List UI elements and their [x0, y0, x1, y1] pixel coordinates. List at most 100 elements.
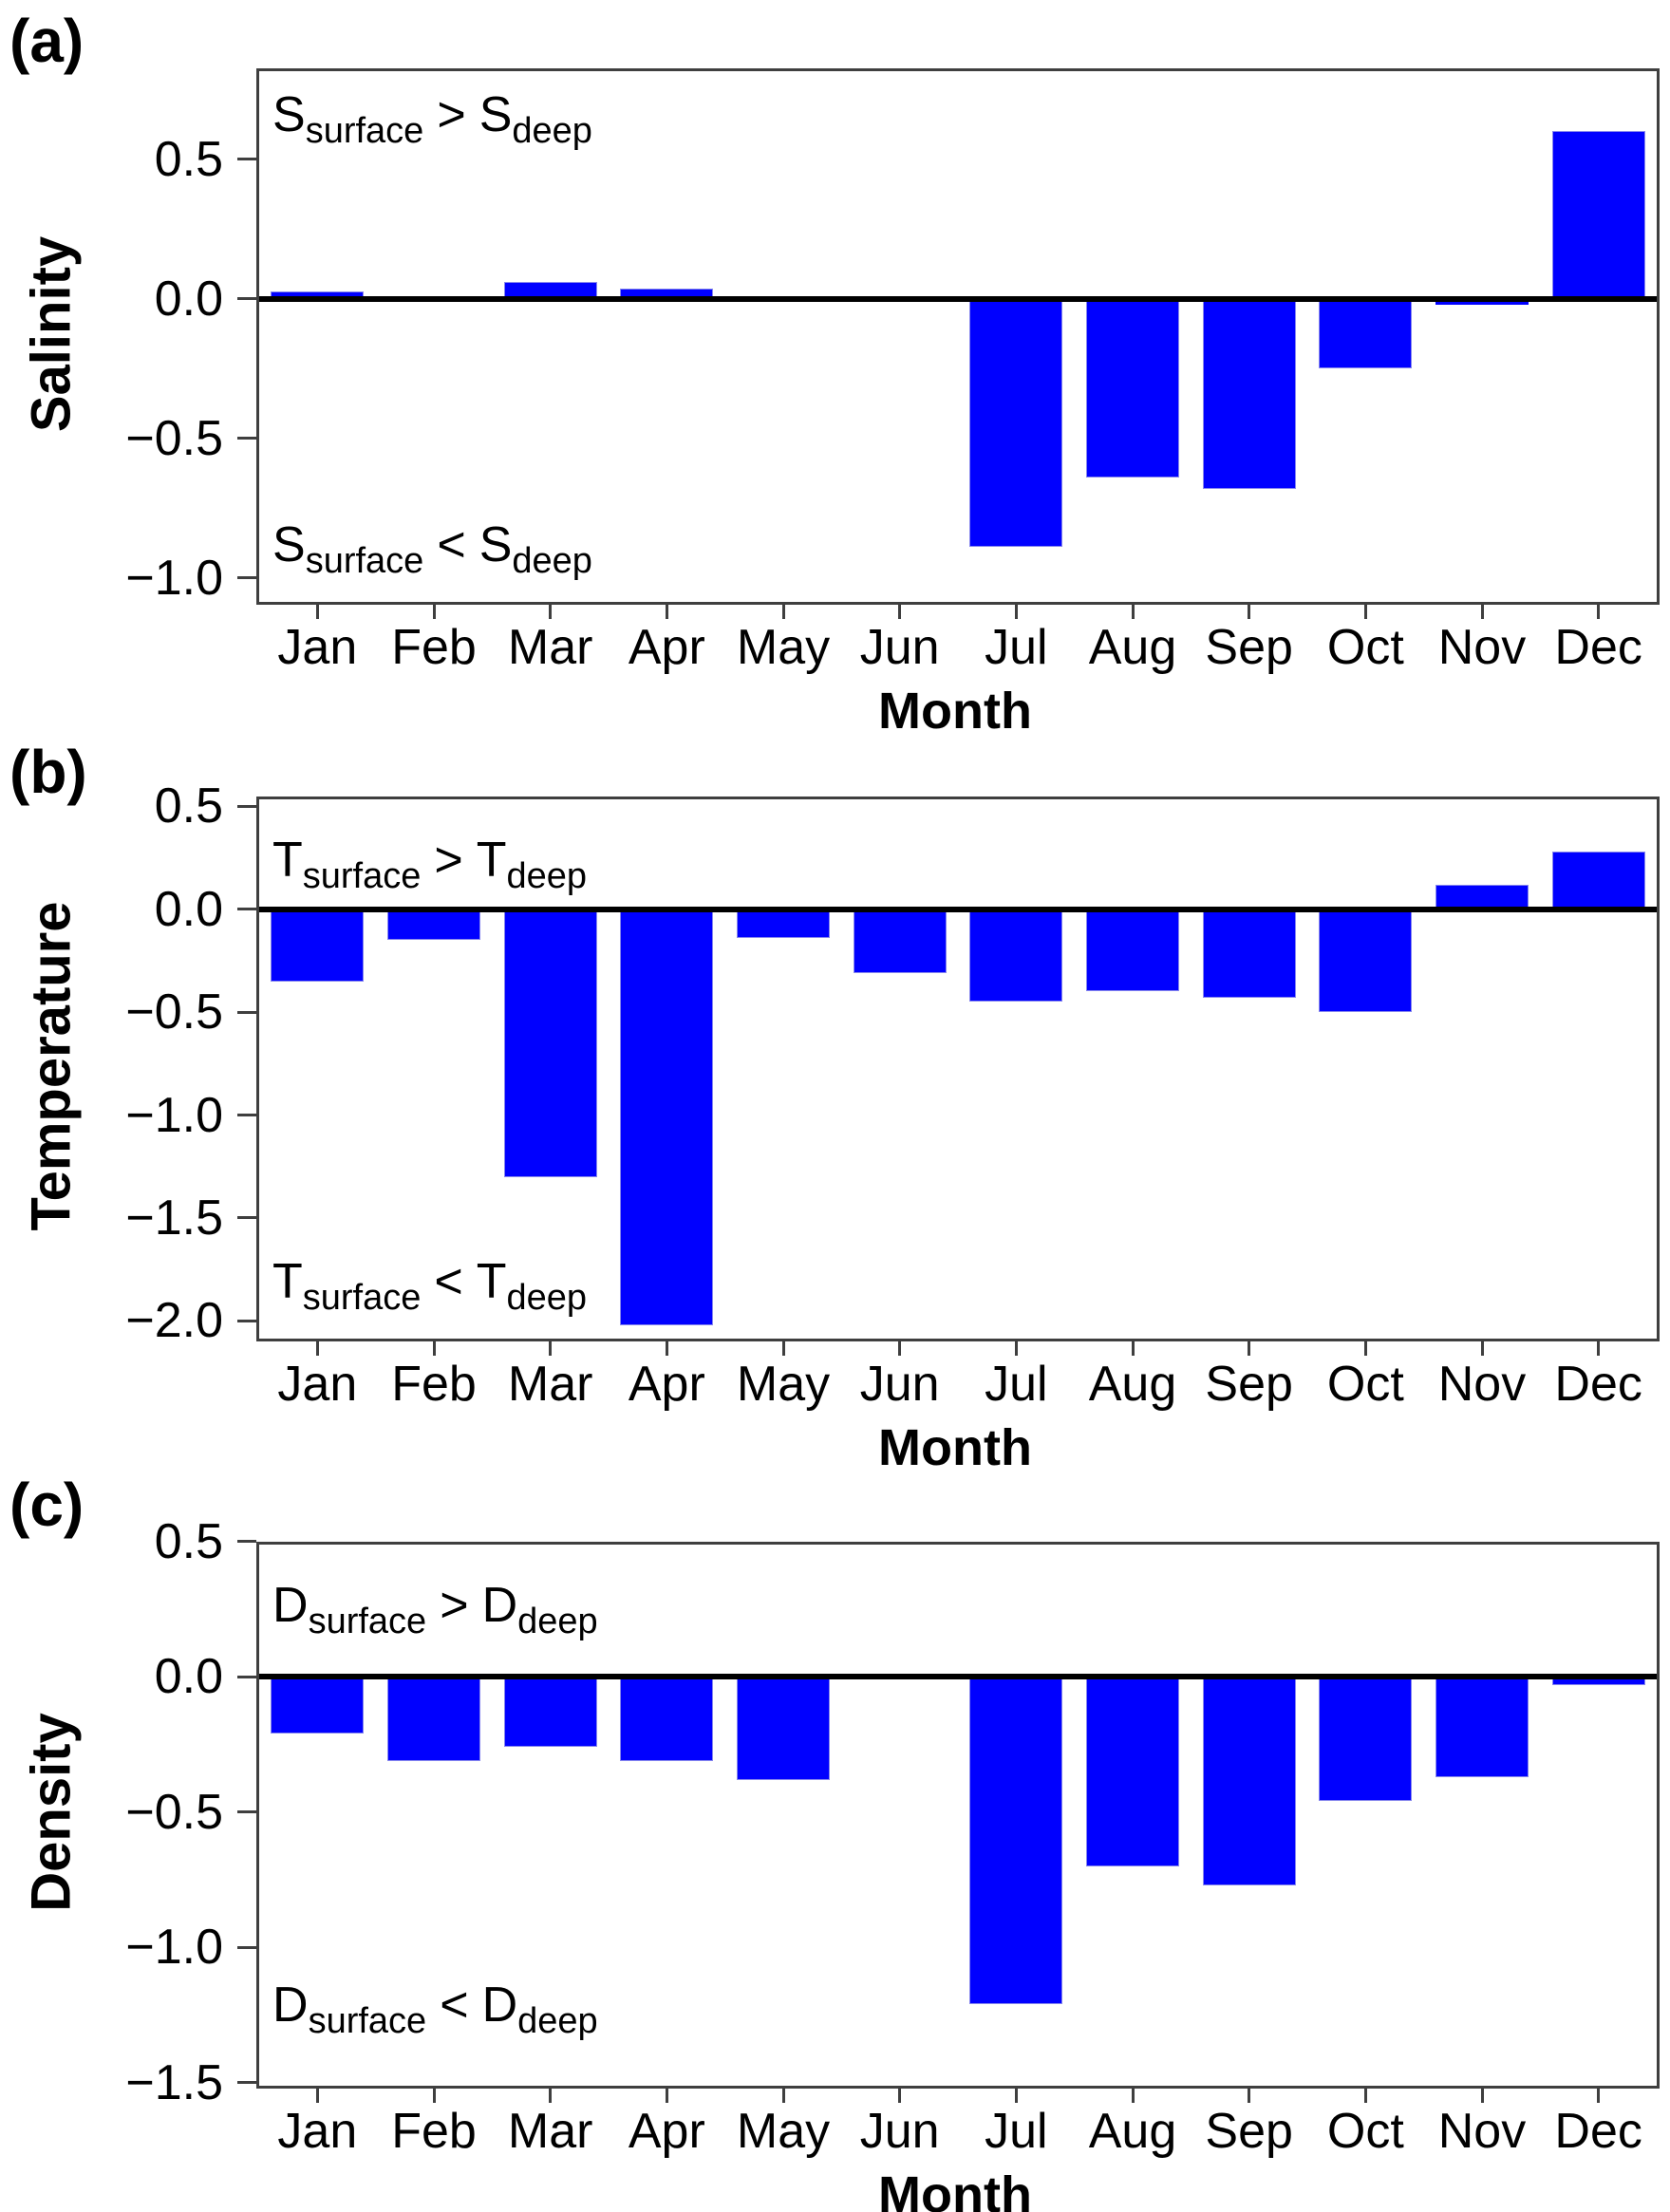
y-tick-mark: [237, 297, 256, 301]
annotation-subscript: surface: [302, 856, 422, 896]
bar-jun: [853, 909, 947, 973]
x-tick-label: Aug: [1088, 1357, 1177, 1412]
x-tick-label: Jan: [277, 620, 358, 675]
annotation-symbol: T: [272, 833, 303, 888]
y-tick-mark: [237, 1319, 256, 1322]
x-tick-mark: [665, 1341, 668, 1356]
x-tick-label: Jun: [859, 2104, 940, 2159]
bar-apr: [620, 1677, 714, 1761]
x-tick-label: Sep: [1205, 620, 1293, 675]
bar-oct: [1319, 298, 1413, 369]
y-tick-label: 0.5: [154, 778, 223, 834]
annotation-above-zero: Ssurface > Sdeep: [272, 86, 592, 149]
annotation-operator: <: [437, 517, 466, 572]
x-tick-mark: [1480, 605, 1484, 619]
annotation-symbol: D: [481, 1978, 518, 2033]
zero-line: [259, 1674, 1657, 1680]
annotation-operator: >: [434, 833, 463, 888]
y-tick-mark: [237, 2081, 256, 2085]
x-tick-mark: [665, 2089, 668, 2103]
x-tick-label: May: [736, 2104, 831, 2159]
bar-jul: [969, 1677, 1063, 2005]
y-tick-label: −0.5: [125, 984, 223, 1040]
y-tick-label: 0.5: [154, 1513, 223, 1569]
bar-jan: [271, 909, 365, 982]
x-tick-mark: [1131, 2089, 1135, 2103]
x-tick-mark: [781, 1341, 785, 1356]
annotation-subscript: deep: [517, 1602, 598, 1641]
y-tick-label: 0.0: [154, 1649, 223, 1705]
x-tick-label: Oct: [1326, 1357, 1404, 1412]
x-tick-label: Mar: [507, 2104, 593, 2159]
bar-sep: [1202, 298, 1296, 489]
x-tick-label: Feb: [391, 1357, 477, 1412]
y-tick-label: 0.5: [154, 131, 223, 187]
bar-mar: [503, 909, 597, 1177]
x-axis-title: Month: [878, 683, 1032, 740]
y-tick-label: −2.0: [125, 1293, 223, 1349]
x-tick-mark: [549, 1341, 553, 1356]
x-tick-mark: [432, 605, 436, 619]
x-tick-label: Aug: [1088, 620, 1177, 675]
bar-jul: [969, 909, 1063, 1003]
x-tick-mark: [1597, 1341, 1601, 1356]
x-tick-label: Feb: [391, 620, 477, 675]
annotation-above-zero: Dsurface > Ddeep: [272, 1577, 598, 1640]
x-tick-label: Sep: [1205, 2104, 1293, 2159]
annotation-symbol: T: [476, 833, 507, 888]
x-tick-mark: [315, 1341, 319, 1356]
x-tick-mark: [1480, 1341, 1484, 1356]
bar-aug: [1086, 1677, 1179, 1866]
x-tick-label: Jan: [277, 1357, 358, 1412]
x-tick-mark: [432, 1341, 436, 1356]
annotation-subscript: surface: [305, 541, 424, 581]
bar-jul: [969, 298, 1063, 548]
y-tick-mark: [237, 804, 256, 808]
x-axis-title: Month: [878, 1419, 1032, 1476]
bar-oct: [1319, 1677, 1413, 1802]
x-tick-mark: [315, 605, 319, 619]
x-tick-label: Apr: [628, 1357, 705, 1412]
plot-area: Dsurface > Ddeep Dsurface < Ddeep 0.5 0.0 −0.5…: [125, 1514, 1660, 2156]
annotation-symbol: S: [478, 87, 513, 142]
panel-letter: (c): [9, 1471, 84, 1539]
x-tick-label: Nov: [1437, 2104, 1527, 2159]
y-tick-label: −0.5: [125, 410, 223, 466]
x-axis-title: Month: [878, 2166, 1032, 2212]
y-tick-mark: [237, 158, 256, 161]
x-tick-mark: [665, 605, 668, 619]
plot-area: Ssurface > Sdeep Ssurface < Sdeep 0.5 0.0 −0.5…: [125, 68, 1660, 672]
x-tick-mark: [432, 2089, 436, 2103]
annotation-symbol: D: [272, 1578, 309, 1633]
annotation-symbol: S: [272, 517, 306, 572]
annotation-symbol: T: [476, 1254, 507, 1309]
annotation-subscript: deep: [517, 2001, 598, 2041]
y-tick-label: −1.5: [125, 1190, 223, 1246]
x-tick-label: Mar: [507, 1357, 593, 1412]
bar-mar: [503, 1677, 597, 1748]
y-axis-title: Salinity: [20, 235, 83, 432]
annotation-symbol: S: [478, 517, 513, 572]
y-tick-mark: [237, 1010, 256, 1014]
x-tick-label: Apr: [628, 620, 705, 675]
x-tick-label: Jul: [985, 2104, 1048, 2159]
annotation-subscript: surface: [308, 2001, 427, 2041]
y-tick-label: −0.5: [125, 1784, 223, 1840]
y-tick-mark: [237, 1114, 256, 1117]
x-tick-mark: [549, 605, 553, 619]
x-tick-label: Apr: [628, 2104, 705, 2159]
x-tick-label: May: [736, 1357, 831, 1412]
x-tick-label: Dec: [1554, 1357, 1642, 1412]
x-tick-label: Sep: [1205, 1357, 1293, 1412]
x-tick-mark: [781, 605, 785, 619]
x-tick-label: Nov: [1437, 620, 1527, 675]
bar-feb: [387, 1677, 480, 1761]
x-tick-label: Jun: [859, 1357, 940, 1412]
x-tick-mark: [1014, 1341, 1018, 1356]
x-tick-label: Aug: [1088, 2104, 1177, 2159]
x-tick-mark: [549, 2089, 553, 2103]
y-tick-label: 0.0: [154, 881, 223, 937]
y-tick-mark: [237, 1540, 256, 1544]
y-tick-label: 0.0: [154, 271, 223, 327]
